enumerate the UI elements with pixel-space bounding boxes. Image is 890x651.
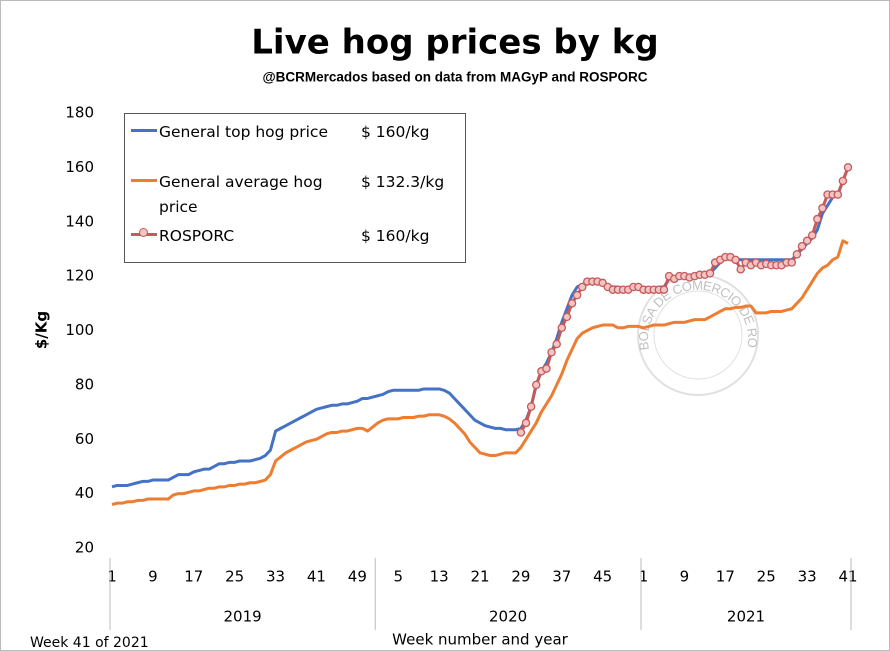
x-tick-label: 33 (266, 568, 285, 586)
y-tick-label: 100 (65, 321, 94, 339)
y-tick-label: 160 (65, 158, 94, 176)
series-marker (797, 241, 807, 251)
y-tick-label: 120 (65, 267, 94, 285)
y-axis-title: $/Kg (33, 311, 51, 349)
series-marker (547, 347, 556, 357)
chart-title: Live hog prices by kg (251, 23, 658, 63)
series-marker (567, 299, 577, 308)
x-tick-label: 1 (107, 568, 117, 586)
series-marker (843, 163, 853, 172)
x-tick-label: 5 (393, 568, 403, 586)
legend-swatch (131, 129, 157, 132)
series-marker (531, 380, 541, 390)
series-marker (542, 364, 551, 373)
y-tick-label: 140 (65, 212, 94, 230)
x-group-label: 2020 (489, 608, 527, 626)
legend-value: $ 160/kg (361, 123, 430, 141)
x-tick-label: 13 (430, 568, 449, 586)
y-tick-label: 180 (65, 104, 94, 122)
series-marker (557, 323, 567, 333)
y-tick-label: 20 (75, 539, 94, 557)
legend-label: ROSPORC (159, 227, 235, 245)
series-marker (813, 214, 822, 224)
footnote: Week 41 of 2021 (30, 635, 149, 651)
x-tick-label: 1 (639, 568, 649, 586)
x-tick-label: 17 (716, 568, 735, 586)
legend-label: General top hog price (159, 123, 328, 141)
x-tick-label: 41 (838, 568, 857, 586)
x-tick-label: 41 (307, 568, 326, 586)
series-marker (818, 203, 827, 213)
x-group-label: 2021 (727, 608, 765, 626)
series-marker (572, 290, 582, 300)
chart-subtitle: @BCRMercados based on data from MAGyP an… (263, 70, 648, 85)
series-marker (838, 176, 848, 186)
series-marker (807, 231, 817, 240)
x-tick-label: 33 (798, 568, 817, 586)
series-line (111, 239, 849, 506)
series-marker (659, 285, 669, 294)
series-marker (833, 190, 843, 199)
x-tick-label: 25 (757, 568, 776, 586)
series-marker (552, 339, 561, 349)
x-tick-label: 29 (511, 568, 530, 586)
series-marker (516, 428, 526, 437)
legend-value: $ 160/kg (361, 227, 430, 245)
x-tick-label: 45 (593, 568, 612, 586)
x-axis-title: Week number and year (392, 631, 568, 649)
series-marker (562, 312, 572, 322)
series-marker (577, 282, 587, 292)
legend-swatch (131, 179, 157, 182)
x-tick-label: 49 (348, 568, 367, 586)
x-group-label: 2019 (224, 608, 262, 626)
series-marker (802, 236, 812, 246)
series-marker (787, 258, 797, 267)
series-marker (526, 402, 536, 411)
series-marker (792, 250, 802, 259)
x-tick-label: 9 (148, 568, 158, 586)
x-tick-label: 37 (552, 568, 571, 586)
legend: General top hog price $ 160/kg General ave… (124, 113, 466, 263)
y-tick-label: 40 (75, 484, 94, 502)
x-tick-label: 25 (225, 568, 244, 586)
y-tick-label: 60 (75, 430, 94, 448)
y-tick-label: 80 (75, 375, 94, 393)
legend-label: General average hog price (159, 173, 323, 216)
series-marker (736, 265, 745, 274)
x-tick-label: 17 (184, 568, 203, 586)
series-marker (705, 269, 715, 278)
x-tick-label: 21 (470, 568, 489, 586)
series-marker (521, 418, 531, 428)
x-tick-label: 9 (680, 568, 690, 586)
legend-marker (139, 228, 148, 237)
legend-value: $ 132.3/kg (361, 173, 445, 191)
series-marker (731, 255, 740, 265)
